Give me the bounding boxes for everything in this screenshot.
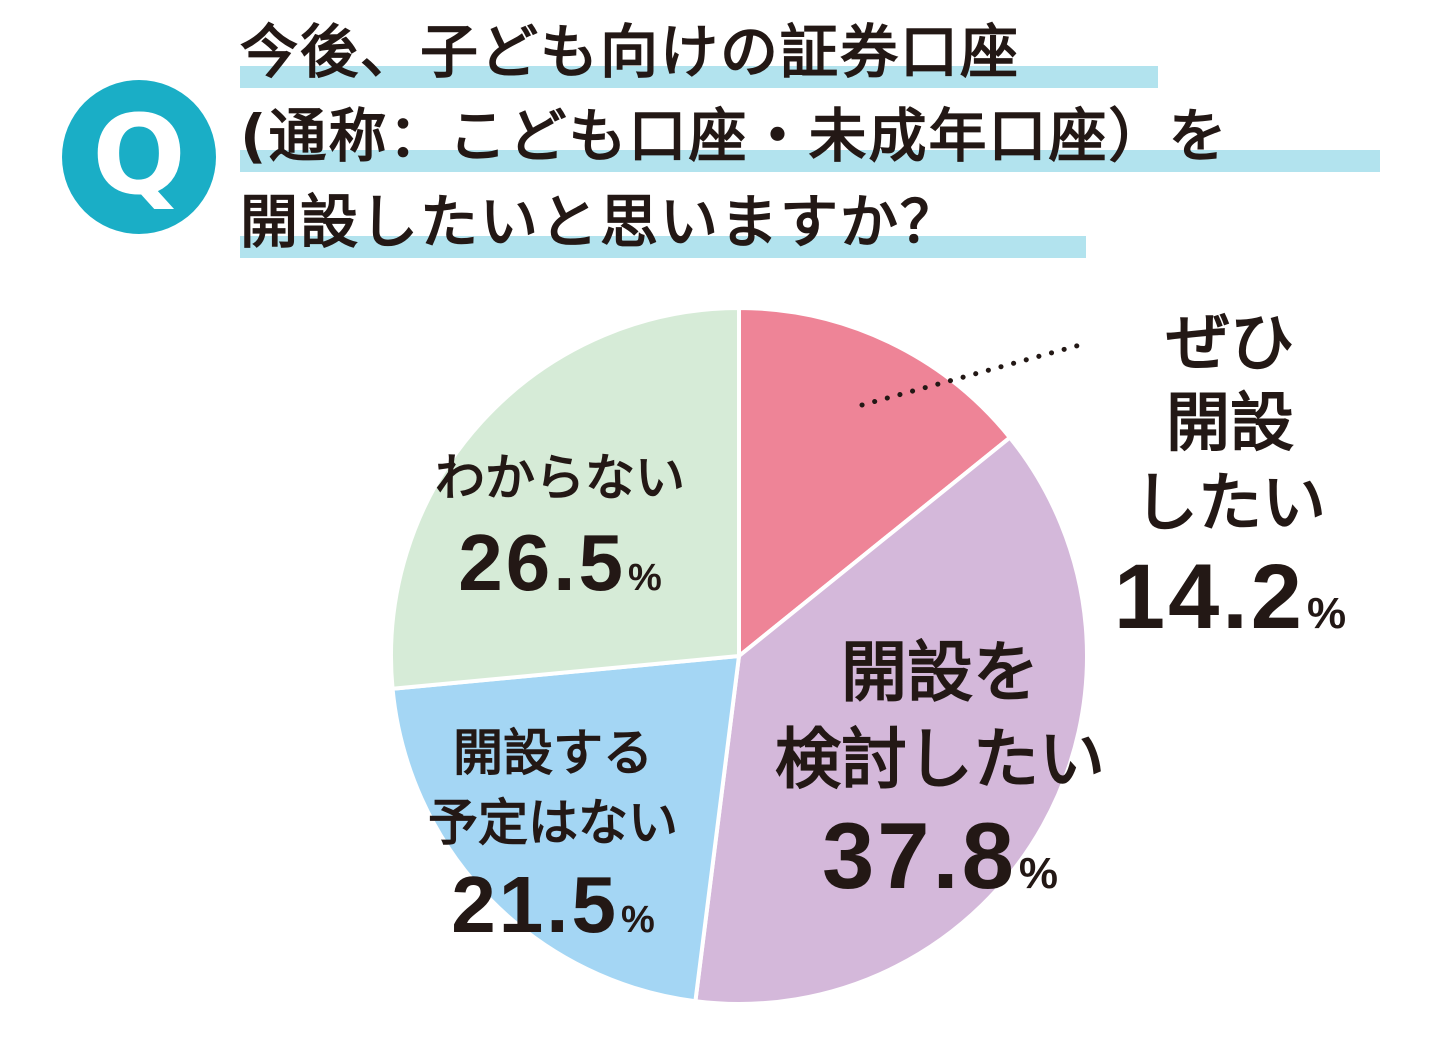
slice-value-3: 26.5% [458, 518, 662, 607]
pie-slice-3 [389, 306, 741, 691]
question-badge: Q [62, 80, 216, 234]
callout-leader-dots [859, 342, 1083, 408]
pie-slice-0 [737, 306, 1012, 658]
slice-label-0-line-0: ぜひ [1166, 307, 1294, 381]
slice-value-2: 21.5% [451, 860, 655, 949]
slice-label-0-line-1: 開設 [1166, 387, 1294, 461]
slice-label-3-line-0: わからない [435, 449, 685, 507]
pie-slice-2 [390, 654, 741, 1004]
slice-value-1: 37.8% [822, 803, 1058, 908]
question-title-line-1: 今後、子ども向けの証券口座 [240, 12, 1158, 96]
question-badge-letter: Q [92, 91, 186, 219]
title-highlight [240, 236, 1086, 258]
title-highlight [240, 150, 1380, 172]
question-title-line-3: 開設したいと思いますか？ [240, 182, 1086, 266]
slice-value-0: 14.2% [1114, 546, 1346, 648]
slice-label-1-line-0: 開設を [841, 634, 1039, 711]
pie-slice-1 [693, 435, 1089, 1006]
slice-label-0-line-2: したい [1134, 467, 1326, 541]
slice-label-2-line-1: 予定はない [428, 794, 678, 852]
question-title-text-3: 開設したいと思いますか？ [240, 188, 961, 256]
title-highlight [240, 66, 1158, 88]
question-title-line-2: (通称：こども口座・未成年口座）を [240, 96, 1380, 180]
question-title-text-1: 今後、子ども向けの証券口座 [240, 18, 1021, 86]
slice-label-1-line-1: 検討したい [775, 721, 1105, 798]
question-title-text-2: (通称：こども口座・未成年口座）を [240, 102, 1229, 170]
slice-label-2-line-0: 開設する [453, 724, 653, 782]
